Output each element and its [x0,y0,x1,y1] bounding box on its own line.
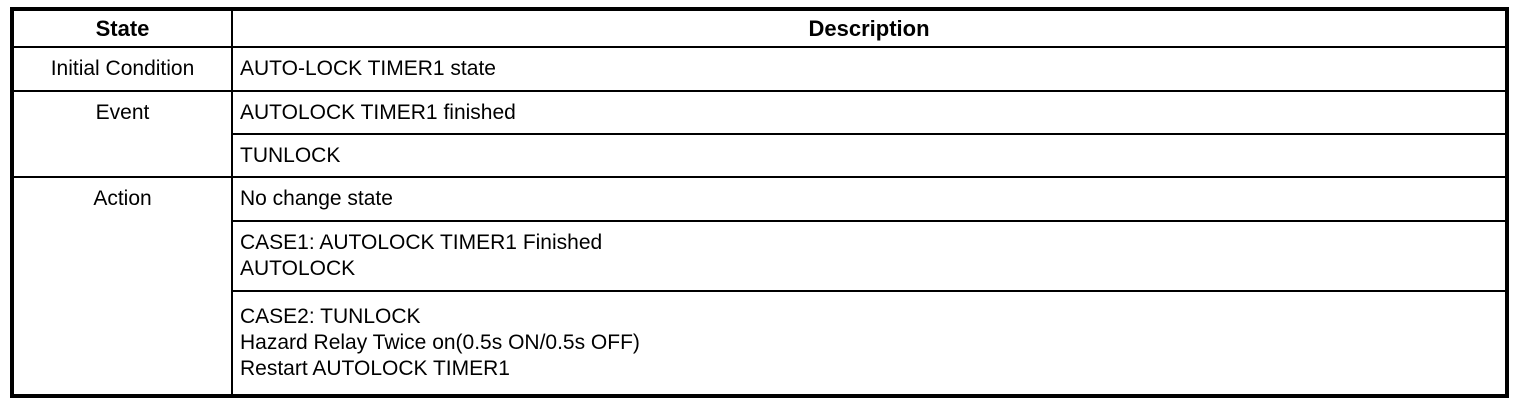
column-header-description: Description [231,8,1508,48]
description-cell-initial-condition: AUTO-LOCK TIMER1 state [231,46,1508,92]
description-line: CASE2: TUNLOCK [240,305,421,328]
table-row-initial-condition: Initial Condition AUTO-LOCK TIMER1 state [11,46,1508,92]
row-label-event: Event [11,90,233,178]
column-header-state: State [11,8,233,48]
description-cell-event-2: TUNLOCK [231,133,1508,178]
description-line: Restart AUTOLOCK TIMER1 [240,357,510,380]
row-label-initial-condition: Initial Condition [11,46,233,92]
description-cell-event-1: AUTOLOCK TIMER1 finished [231,90,1508,135]
table-row-action-1: Action No change state [11,176,1508,397]
description-line: TUNLOCK [240,143,341,167]
description-line: No change state [240,187,393,210]
state-description-table: State Description Initial Condition AUTO… [10,7,1509,398]
description-cell-action-2: CASE1: AUTOLOCK TIMER1 Finished AUTOLOCK [231,220,1508,292]
description-cell-action-3: CASE2: TUNLOCK Hazard Relay Twice on(0.5… [231,290,1508,397]
description-cell-action-1: No change state [231,176,1508,222]
description-line: Hazard Relay Twice on(0.5s ON/0.5s OFF) [240,331,640,354]
description-line: AUTO-LOCK TIMER1 state [240,57,496,80]
table-row-action-2: CASE1: AUTOLOCK TIMER1 Finished AUTOLOCK [12,220,1508,292]
description-line: CASE1: AUTOLOCK TIMER1 Finished [240,231,603,254]
description-line: AUTOLOCK TIMER1 finished [240,100,516,124]
description-line: AUTOLOCK [240,257,356,280]
table-row-event-1: Event AUTOLOCK TIMER1 finished [11,90,1508,178]
table-row-event-2: TUNLOCK [12,133,1508,178]
header-row: State Description [11,8,1508,48]
row-label-action: Action [11,176,233,397]
table-row-action-3: CASE2: TUNLOCK Hazard Relay Twice on(0.5… [12,290,1508,397]
